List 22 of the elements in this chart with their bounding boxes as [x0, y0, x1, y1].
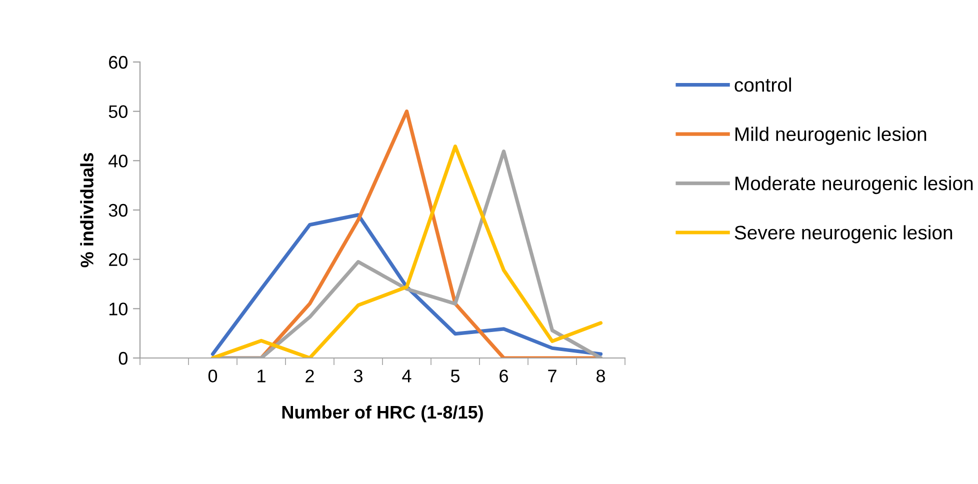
y-tick-label: 40: [108, 154, 128, 168]
y-axis-title: % individuals: [80, 153, 94, 268]
x-tick-label: 6: [500, 370, 508, 382]
legend-label: Severe neurogenic lesion: [734, 225, 952, 244]
y-tick-label: 50: [108, 105, 128, 118]
x-tick-label: 8: [596, 370, 605, 382]
y-tick-label: 20: [109, 253, 128, 266]
x-tick-label: 0: [208, 370, 218, 382]
x-tick-label: 3: [354, 370, 362, 382]
legend-label: control: [734, 78, 791, 92]
y-tick-label: 0: [118, 352, 128, 365]
y-tick-label: 60: [109, 56, 128, 69]
x-tick-label: 1: [258, 370, 266, 382]
y-tick-label: 30: [108, 204, 128, 217]
y-tick-label: 10: [109, 302, 128, 316]
x-axis-title: Number of HRC (1-8/15): [282, 405, 483, 422]
x-tick-label: 7: [548, 370, 556, 382]
x-tick-label: 2: [306, 370, 314, 382]
x-tick-label: 4: [402, 370, 412, 382]
x-tick-label: 5: [450, 370, 460, 382]
legend-label: Moderate neurogenic lesion: [735, 176, 973, 194]
legend-label: Mild neurogenic lesion: [735, 126, 926, 145]
